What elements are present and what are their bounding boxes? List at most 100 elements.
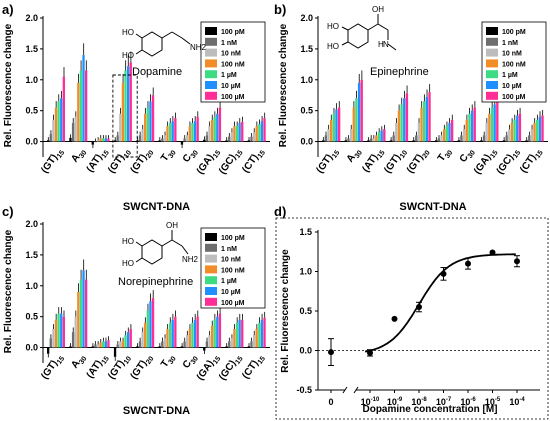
- x-tick-label-sub: 10: [123, 149, 133, 159]
- x-tick-label-sub: 10: [123, 355, 133, 365]
- x-tick-exp: -5: [495, 397, 501, 403]
- bar: [450, 119, 454, 142]
- bar: [144, 113, 147, 142]
- bar: [383, 129, 386, 142]
- bar: [168, 322, 172, 348]
- x-tick-base: 10: [436, 397, 446, 407]
- bar: [205, 135, 209, 142]
- x-tick-label: (GA)15: [472, 146, 500, 178]
- bar: [144, 322, 147, 348]
- x-tick-label-sub: 15: [101, 355, 111, 365]
- x-tick-base: 10: [361, 397, 371, 407]
- bar: [186, 135, 189, 142]
- bar: [62, 316, 65, 348]
- bar: [77, 291, 80, 348]
- legend-swatch: [205, 265, 217, 274]
- x-axis-label: SWCNT-DNA: [123, 405, 190, 417]
- bar: [54, 107, 58, 142]
- bar: [213, 116, 216, 142]
- y-tick-label: 0.0: [299, 346, 312, 356]
- bar: [258, 124, 261, 142]
- data-point: [514, 258, 520, 265]
- bar: [241, 121, 244, 142]
- x-tick-label-sub: 15: [212, 355, 222, 365]
- bar: [448, 123, 451, 142]
- x-tick-label: (GT)15: [314, 146, 341, 177]
- x-tick-label-sub: 15: [257, 149, 267, 159]
- x-tick-label: A30: [345, 146, 364, 166]
- y-tick-label: 2.0: [25, 219, 38, 229]
- bar: [203, 139, 206, 142]
- y-tick-label: 1.0: [300, 75, 313, 85]
- legend-label: 1 nM: [502, 40, 518, 47]
- bar: [91, 346, 94, 348]
- panel-label-a: a): [2, 2, 14, 17]
- molecule-label-b: Epinephrine: [370, 66, 429, 78]
- bar: [94, 344, 97, 348]
- y-tick-label: 1.0: [25, 75, 38, 85]
- dopamine-structure: [135, 31, 191, 57]
- bar: [403, 98, 406, 142]
- legend-label: 100 µM: [502, 94, 526, 101]
- y-tick-label: 2.0: [300, 13, 313, 23]
- bar: [392, 135, 395, 142]
- bar: [536, 119, 539, 142]
- bar: [158, 346, 161, 348]
- x-tick-label: (AT)15: [85, 146, 111, 176]
- x-tick-label: C30: [181, 352, 200, 372]
- x-tick-label-sub: 15: [234, 149, 244, 159]
- bar: [252, 132, 256, 142]
- bar: [247, 140, 251, 142]
- y-tick-label: 2.0: [25, 13, 38, 23]
- x-tick-label: (GT)10: [382, 146, 409, 177]
- bar: [225, 346, 228, 348]
- bar: [57, 101, 60, 142]
- legend-label: 1 µM: [221, 278, 237, 285]
- epinephrine-ho-2: HO: [327, 42, 339, 51]
- legend-label: 10 µM: [221, 83, 241, 90]
- bar: [126, 66, 130, 142]
- y-tick-label: -0.5: [296, 385, 312, 395]
- bar: [82, 270, 85, 348]
- bar: [62, 76, 65, 142]
- x-tick-exp: -6: [470, 397, 476, 403]
- bar: [250, 341, 253, 348]
- x-tick-label: 10-5: [485, 397, 501, 407]
- legend-swatch: [486, 37, 498, 46]
- bar: [116, 135, 119, 142]
- legend-swatch: [486, 81, 498, 89]
- legend-label: 10 µM: [502, 83, 522, 90]
- x-tick-label-sub: 15: [512, 149, 522, 159]
- bar: [462, 129, 466, 142]
- x-tick-label: (CT)15: [240, 146, 267, 176]
- bar: [151, 298, 155, 348]
- bar: [119, 341, 122, 348]
- y-tick-label: 1.5: [299, 227, 312, 237]
- bar: [347, 138, 350, 142]
- bar: [425, 97, 429, 142]
- norepinephrine-ho-2: HO: [122, 259, 134, 268]
- bar: [146, 107, 149, 142]
- legend-label: 1 µM: [221, 72, 237, 79]
- bar: [124, 335, 127, 348]
- bar: [440, 135, 443, 142]
- bar: [74, 116, 77, 142]
- bar: [161, 138, 164, 142]
- x-tick-label-sub: 30: [190, 149, 200, 159]
- molecule-label-a: Dopamine: [132, 66, 182, 78]
- bar: [183, 341, 186, 348]
- x-tick-label: 10-8: [411, 397, 427, 407]
- bar: [255, 126, 258, 142]
- epinephrine-n: N: [383, 40, 389, 49]
- bar: [74, 316, 77, 348]
- bar: [344, 140, 347, 142]
- chart-panel-c: 0.0 0.5 1.0 1.5 2.0 Rel. Fluorescence change (…: [3, 219, 270, 417]
- x-tick-label: (GC)15: [217, 146, 245, 178]
- x-tick-label-sub: 10: [399, 149, 409, 159]
- bar: [238, 319, 241, 348]
- x-tick-label-sub: 30: [354, 149, 364, 159]
- legend-label: 10 nM: [502, 51, 522, 58]
- highlight-box: [112, 74, 138, 158]
- legend-swatch: [205, 233, 217, 241]
